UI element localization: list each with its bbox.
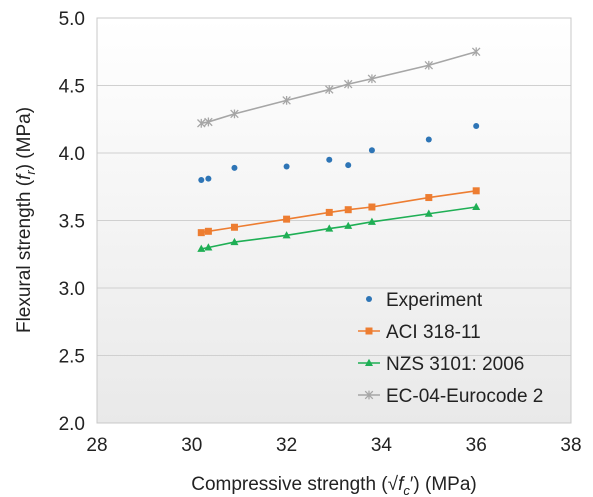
data-point — [343, 79, 353, 89]
plot-border — [96, 17, 572, 424]
series-layer — [197, 47, 481, 252]
y-tick-label: 2.0 — [59, 414, 85, 435]
series-star — [197, 47, 481, 128]
data-point — [326, 156, 333, 163]
y-tick-label: 4.5 — [59, 77, 85, 98]
data-point — [325, 208, 333, 216]
data-point — [325, 224, 334, 232]
data-point — [230, 109, 239, 119]
data-point — [282, 231, 291, 239]
data-point — [197, 244, 206, 252]
data-point — [198, 177, 205, 183]
data-point — [230, 223, 238, 231]
data-point — [471, 47, 481, 57]
legend-item: ACI 318-11 — [358, 322, 481, 343]
y-tick-label: 4.0 — [59, 144, 85, 165]
data-point — [472, 202, 481, 210]
data-point — [344, 206, 352, 214]
data-point — [424, 60, 434, 70]
data-point — [425, 194, 433, 202]
y-tick-label: 3.5 — [59, 212, 85, 233]
series-triangle — [197, 202, 481, 252]
data-point — [231, 164, 238, 171]
y-tick-label: 2.5 — [59, 347, 85, 368]
legend-marker — [364, 390, 374, 400]
legend-label: NZS 3101: 2006 — [386, 354, 524, 375]
data-point — [473, 123, 480, 129]
data-point — [367, 74, 377, 84]
x-tick-label: 36 — [466, 435, 487, 456]
gridlines — [97, 85, 571, 356]
data-point — [283, 215, 291, 223]
x-tick-label: 34 — [371, 435, 393, 456]
x-axis-ticks: 28 30 32 34 36 38 — [86, 435, 581, 456]
legend-item: NZS 3101: 2006 — [358, 354, 524, 375]
data-point — [204, 243, 213, 251]
data-point — [368, 147, 375, 154]
legend-marker — [365, 327, 373, 335]
series-square — [197, 187, 480, 237]
data-point — [282, 95, 291, 105]
data-point — [472, 187, 480, 195]
legend-item: Experiment — [366, 290, 483, 311]
data-point — [205, 175, 212, 182]
data-point — [425, 136, 432, 143]
data-point — [325, 85, 334, 94]
legend-label: ACI 318-11 — [386, 322, 481, 343]
data-point — [204, 117, 213, 127]
x-tick-label: 38 — [560, 435, 581, 456]
legend-item: EC-04-Eurocode 2 — [358, 386, 543, 407]
x-axis-label: Compressive strength (√fc′) (MPa) — [191, 474, 477, 497]
legend-label: EC-04-Eurocode 2 — [386, 386, 543, 407]
data-point — [424, 209, 433, 217]
data-point — [345, 162, 352, 169]
series-circle — [198, 123, 480, 183]
data-point — [368, 203, 376, 211]
x-tick-label: 28 — [86, 435, 107, 456]
legend-marker — [365, 358, 373, 366]
y-axis-label: Flexural strength (fr) (MPa) — [14, 107, 38, 333]
x-tick-label: 30 — [181, 435, 202, 456]
legend-marker — [366, 296, 372, 302]
legend-label: Experiment — [386, 290, 483, 311]
y-tick-label: 3.0 — [59, 279, 85, 300]
data-point — [230, 237, 239, 246]
data-point — [197, 229, 205, 237]
data-point — [204, 227, 212, 235]
y-axis-ticks: 2.0 2.5 3.0 3.5 4.0 4.5 5.0 — [59, 9, 85, 435]
data-point — [367, 217, 376, 225]
data-point — [283, 163, 290, 170]
x-tick-label: 32 — [276, 435, 297, 456]
data-point — [197, 118, 206, 128]
y-tick-label: 5.0 — [59, 9, 85, 30]
data-point — [344, 221, 353, 229]
legend: Experiment ACI 318-11 NZS 3101: 2006 EC-04-… — [358, 290, 543, 407]
